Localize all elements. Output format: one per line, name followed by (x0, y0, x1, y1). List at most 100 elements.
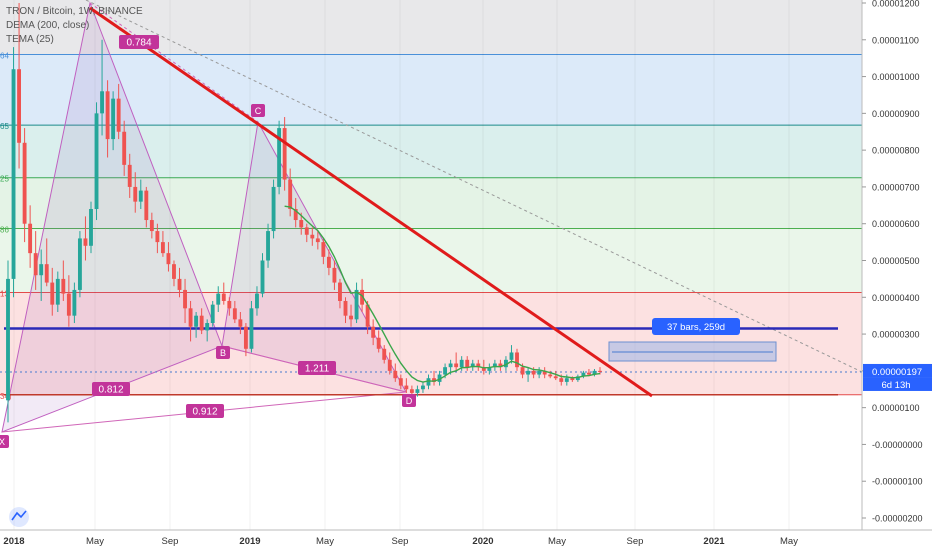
legend-indicator-tema[interactable]: TEMA (25) (6, 34, 54, 45)
candle (382, 348, 387, 360)
fib-band (0, 54, 862, 126)
candle (166, 253, 171, 265)
candle (321, 242, 326, 257)
countdown-label: 6d 13h (881, 380, 910, 391)
fib-band (0, 228, 862, 293)
candle (404, 385, 409, 390)
candle (144, 190, 149, 221)
candle (28, 223, 33, 254)
candle (277, 128, 282, 187)
price-label-bg (863, 363, 932, 378)
candle (282, 128, 287, 180)
candle (172, 264, 176, 279)
candle (199, 315, 204, 331)
fib-level-label: 34) (0, 392, 12, 401)
candle (293, 209, 298, 221)
candle (260, 260, 265, 294)
candle (17, 69, 22, 143)
pattern-point-bg (251, 104, 265, 117)
fib-level-label: 65 (0, 122, 9, 131)
pattern-ac-line (89, 2, 259, 123)
candle (149, 220, 154, 232)
ratio-label: 0.784 (126, 38, 151, 49)
candle (559, 378, 564, 382)
candle (138, 190, 143, 202)
candle (271, 186, 276, 232)
x-tick-label: May (86, 536, 104, 547)
x-tick-label: May (316, 536, 334, 547)
legend-title[interactable]: TRON / Bitcoin, 1W, BINANCE (6, 6, 143, 17)
candle (299, 220, 304, 228)
countdown-label-bg (863, 377, 932, 391)
candle (537, 370, 542, 375)
candle (570, 378, 575, 381)
y-tick-label: 0.00001100 (872, 35, 919, 45)
candle (116, 98, 121, 132)
candle (365, 304, 370, 327)
fib-level-label: 64 (0, 52, 9, 61)
candle (6, 278, 10, 401)
candle (575, 376, 580, 381)
x-tick-label: May (780, 536, 798, 547)
x-axis-bg (0, 530, 932, 550)
y-axis-bg (862, 0, 932, 550)
candle (343, 300, 348, 316)
pattern-point-label: C (255, 106, 262, 116)
candle (354, 289, 359, 320)
candle (492, 363, 497, 368)
measure-label-bg (652, 318, 740, 335)
x-tick-label: 2020 (472, 536, 493, 547)
pattern-point-label: X (0, 437, 5, 447)
candle (387, 359, 392, 371)
candle (205, 323, 210, 331)
candle (531, 370, 536, 375)
candle (498, 363, 503, 368)
candle (476, 363, 481, 368)
candle (564, 378, 569, 382)
candle (33, 253, 38, 276)
candle (415, 389, 420, 393)
candle (249, 308, 254, 349)
ratio-label-bg (298, 361, 336, 375)
x-tick-label: 2018 (3, 536, 24, 547)
candle (310, 234, 315, 239)
candle (393, 370, 398, 379)
candle (188, 308, 193, 327)
candle (332, 267, 337, 283)
candle (55, 278, 60, 305)
legend-indicator-dema[interactable]: DEMA (200, close) (6, 20, 90, 31)
fib-level-label: 25 (0, 175, 9, 184)
candle (194, 315, 199, 327)
price-label: 0.00000197 (872, 367, 922, 378)
candle (155, 231, 160, 243)
pattern-point-bg (402, 394, 416, 407)
candle (437, 374, 442, 382)
candle (72, 289, 77, 316)
candle (338, 282, 342, 301)
candle (459, 359, 464, 368)
ratio-label-bg (186, 404, 224, 418)
x-tick-label: Sep (392, 536, 409, 547)
candle (77, 238, 82, 290)
candle (465, 359, 470, 368)
candle (243, 326, 248, 349)
candle (376, 337, 381, 349)
fib-band (0, 125, 862, 178)
candle (111, 98, 116, 140)
ratio-label: 1.211 (305, 364, 330, 375)
y-tick-label: 0.00000800 (872, 146, 920, 156)
fib-level-label: 86 (0, 225, 9, 234)
candle (44, 264, 49, 283)
candle (448, 363, 453, 368)
candle (526, 370, 531, 375)
y-tick-label: 0.00000300 (872, 330, 920, 340)
candle (232, 308, 237, 320)
y-tick-label: -0.00000000 (872, 440, 923, 450)
tema-line (284, 205, 601, 383)
candle (216, 293, 221, 305)
candle (100, 91, 104, 114)
candle (586, 372, 591, 375)
x-tick-label: 2021 (703, 536, 725, 547)
